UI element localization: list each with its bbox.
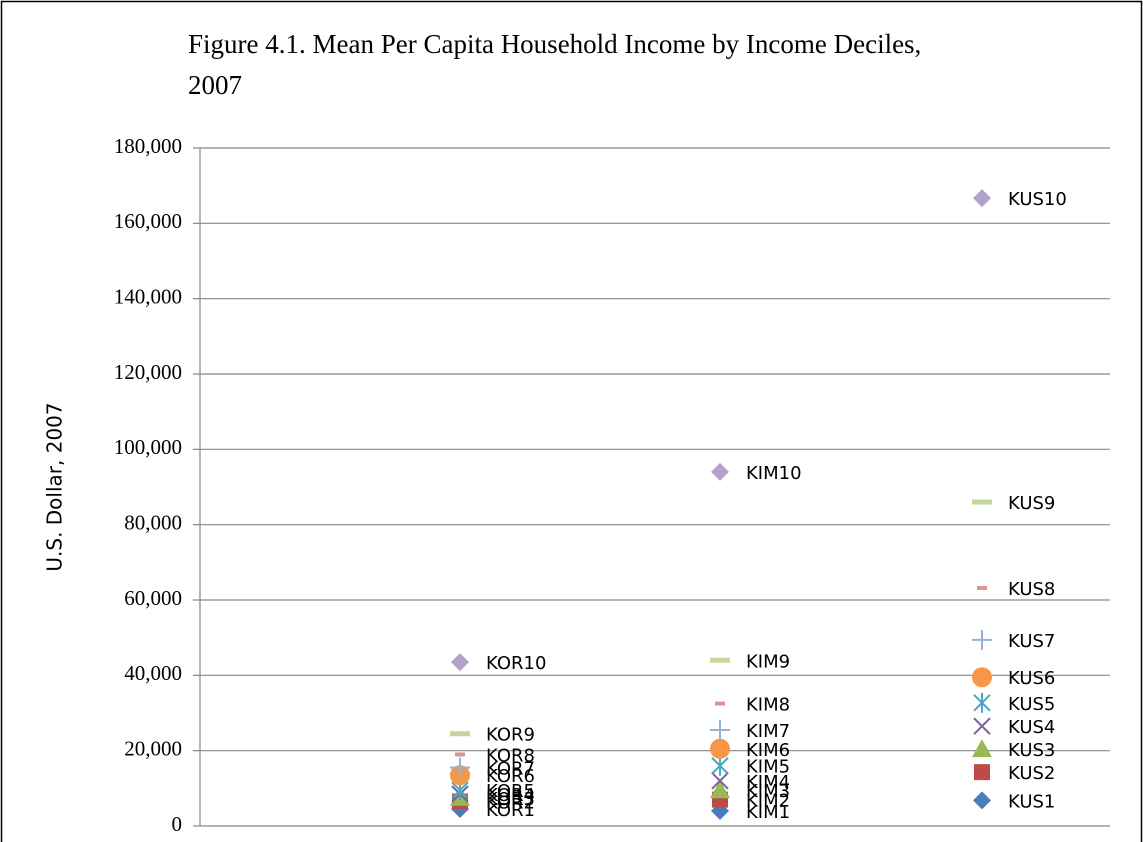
marker-shape	[972, 739, 992, 758]
marker-shape	[450, 731, 470, 737]
marker	[711, 772, 729, 790]
point-label: KUS3	[1008, 740, 1055, 761]
point-label: KOR10	[486, 653, 546, 674]
point-label: KUS2	[1008, 763, 1055, 784]
point-label: KIM5	[746, 757, 790, 778]
marker-shape	[972, 499, 992, 505]
point-label: KIM2	[746, 791, 790, 812]
marker	[710, 738, 730, 759]
marker	[973, 692, 991, 713]
marker	[715, 701, 725, 706]
y-tick-label: 160,000	[114, 209, 182, 233]
point-label: KUS4	[1008, 717, 1055, 738]
y-tick-label: 0	[172, 812, 183, 836]
point-label: KIM9	[746, 651, 790, 672]
marker	[974, 764, 990, 781]
point-label: KOR9	[486, 725, 535, 746]
y-tick-label: 180,000	[114, 134, 182, 158]
marker-shape	[973, 791, 991, 810]
point-label: KIM1	[746, 802, 790, 823]
marker-shape	[977, 585, 987, 590]
marker	[450, 731, 470, 737]
marker-shape	[715, 701, 725, 706]
marker-shape	[973, 189, 991, 208]
y-tick-label: 80,000	[124, 510, 182, 534]
chart-title: Figure 4.1. Mean Per Capita Household In…	[188, 29, 921, 59]
point-label: KIM4	[746, 772, 790, 793]
marker	[710, 657, 730, 663]
marker	[973, 717, 991, 735]
y-tick-label: 140,000	[114, 284, 182, 308]
marker-shape	[972, 667, 992, 688]
marker	[972, 739, 992, 758]
marker	[710, 719, 730, 740]
marker	[455, 752, 465, 757]
y-tick-label: 100,000	[114, 435, 182, 459]
point-label: KUS1	[1008, 791, 1055, 812]
point-label: KUS7	[1008, 631, 1055, 652]
marker	[711, 462, 729, 481]
point-label: KIM7	[746, 721, 790, 742]
point-label: KOR6	[486, 766, 535, 787]
point-label: KOR7	[486, 759, 535, 780]
marker	[451, 653, 469, 672]
point-label: KOR3	[486, 789, 535, 810]
point-label: KUS9	[1008, 493, 1055, 514]
y-axis-label: U.S. Dollar, 2007	[43, 402, 67, 571]
marker	[973, 791, 991, 810]
y-tick-label: 40,000	[124, 661, 182, 685]
marker	[972, 667, 992, 688]
y-tick-label: 120,000	[114, 360, 182, 384]
point-label: KOR1	[486, 800, 535, 821]
marker-shape	[451, 653, 469, 672]
point-label: KIM6	[746, 740, 790, 761]
point-label: KUS5	[1008, 694, 1055, 715]
point-label: KUS10	[1008, 189, 1067, 210]
marker-shape	[455, 752, 465, 757]
marker	[977, 585, 987, 590]
y-tick-label: 60,000	[124, 586, 182, 610]
point-label: KUS6	[1008, 668, 1055, 689]
marker-shape	[710, 780, 730, 799]
point-label: KIM10	[746, 463, 802, 484]
marker-stroke	[711, 772, 729, 790]
marker-shape	[711, 462, 729, 481]
marker-stroke	[973, 717, 991, 735]
point-label: KIM3	[746, 781, 790, 802]
marker-shape	[974, 764, 990, 781]
y-tick-label: 20,000	[124, 736, 182, 760]
point-label: KOR8	[486, 745, 535, 766]
marker	[972, 629, 992, 650]
marker	[711, 755, 729, 776]
marker	[710, 780, 730, 799]
chart-title: 2007	[188, 70, 242, 100]
marker	[450, 757, 470, 778]
point-label: KOR4	[486, 785, 535, 806]
marker	[973, 189, 991, 208]
point-label: KUS8	[1008, 579, 1055, 600]
point-label: KOR2	[486, 793, 535, 814]
marker-shape	[710, 738, 730, 759]
marker-shape	[710, 657, 730, 663]
marker	[972, 499, 992, 505]
point-label: KIM8	[746, 695, 790, 716]
point-label: KOR5	[486, 781, 535, 802]
